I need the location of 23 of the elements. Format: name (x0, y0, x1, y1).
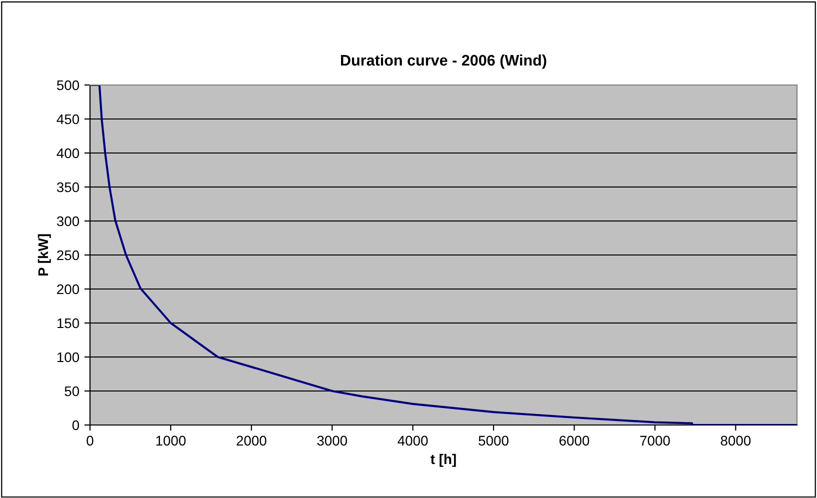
y-tick-label: 250 (57, 250, 80, 260)
y-tick-label: 400 (56, 148, 80, 158)
x-axis-title: t [h] (430, 454, 456, 467)
y-tick-label: 200 (57, 284, 80, 294)
y-tick-label: 500 (56, 80, 80, 90)
y-tick-label: 300 (56, 216, 80, 226)
y-tick-label: 100 (57, 352, 80, 362)
y-tick-label: 350 (56, 182, 80, 192)
x-tick-label: 8000 (720, 436, 751, 446)
x-tick-label: 5000 (478, 436, 508, 446)
y-tick-label: 450 (56, 114, 80, 124)
x-tick-label: 1000 (156, 436, 186, 446)
x-tick-label: 3000 (317, 436, 348, 446)
x-tick-label: 2000 (236, 436, 266, 446)
y-tick-label: 0 (72, 420, 80, 430)
chart-title: Duration curve - 2006 (Wind) (341, 54, 546, 69)
x-tick-label: 6000 (560, 436, 590, 446)
y-tick-label: 150 (57, 318, 80, 328)
x-tick-label: 0 (86, 436, 94, 446)
x-tick-label: 4000 (398, 436, 428, 446)
x-tick-label: 7000 (640, 436, 670, 446)
y-tick-label: 50 (64, 386, 80, 396)
y-axis-title: P [kW] (38, 234, 51, 276)
